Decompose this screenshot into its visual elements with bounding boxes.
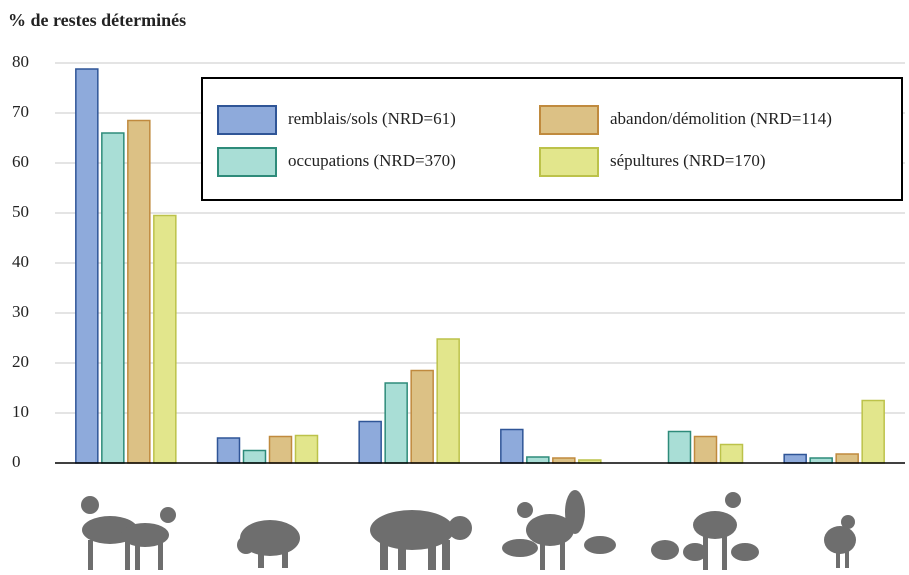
bar [410, 369, 434, 464]
bar [835, 453, 859, 464]
y-tick-label: 0 [12, 452, 21, 471]
legend-label: remblais/sols (NRD=61) [288, 109, 456, 128]
animal-icons [81, 490, 856, 570]
bar [719, 443, 744, 464]
bar [436, 338, 460, 464]
bar [101, 132, 125, 464]
y-tick-label: 40 [12, 252, 29, 271]
bar [294, 434, 319, 464]
bar [75, 68, 99, 464]
bar [153, 214, 177, 464]
legend-label: sépultures (NRD=170) [610, 151, 765, 170]
legend-swatch [217, 147, 277, 177]
legend-swatch [539, 147, 599, 177]
bar [667, 430, 692, 464]
chart-title: % de restes déterminés [8, 10, 186, 30]
y-tick-label: 30 [12, 302, 29, 321]
legend-box [201, 77, 903, 201]
bar [216, 437, 241, 464]
bar [861, 399, 885, 464]
y-tick-label: 80 [12, 52, 29, 71]
legend-swatch [217, 105, 277, 135]
y-tick-label: 20 [12, 352, 29, 371]
bar [526, 456, 550, 464]
bar [242, 449, 267, 464]
y-tick-label: 70 [12, 102, 29, 121]
y-tick-label: 10 [12, 402, 29, 421]
bar [268, 435, 293, 464]
bar [384, 382, 408, 464]
bar [127, 119, 151, 464]
y-tick-label: 60 [12, 152, 29, 171]
legend-label: occupations (NRD=370) [288, 151, 456, 170]
bar [693, 435, 718, 464]
y-tick-label: 50 [12, 202, 29, 221]
bar [500, 428, 524, 464]
legend-label: abandon/démolition (NRD=114) [610, 109, 832, 128]
bar [783, 453, 807, 464]
legend-swatch [539, 105, 599, 135]
bar [358, 420, 382, 464]
